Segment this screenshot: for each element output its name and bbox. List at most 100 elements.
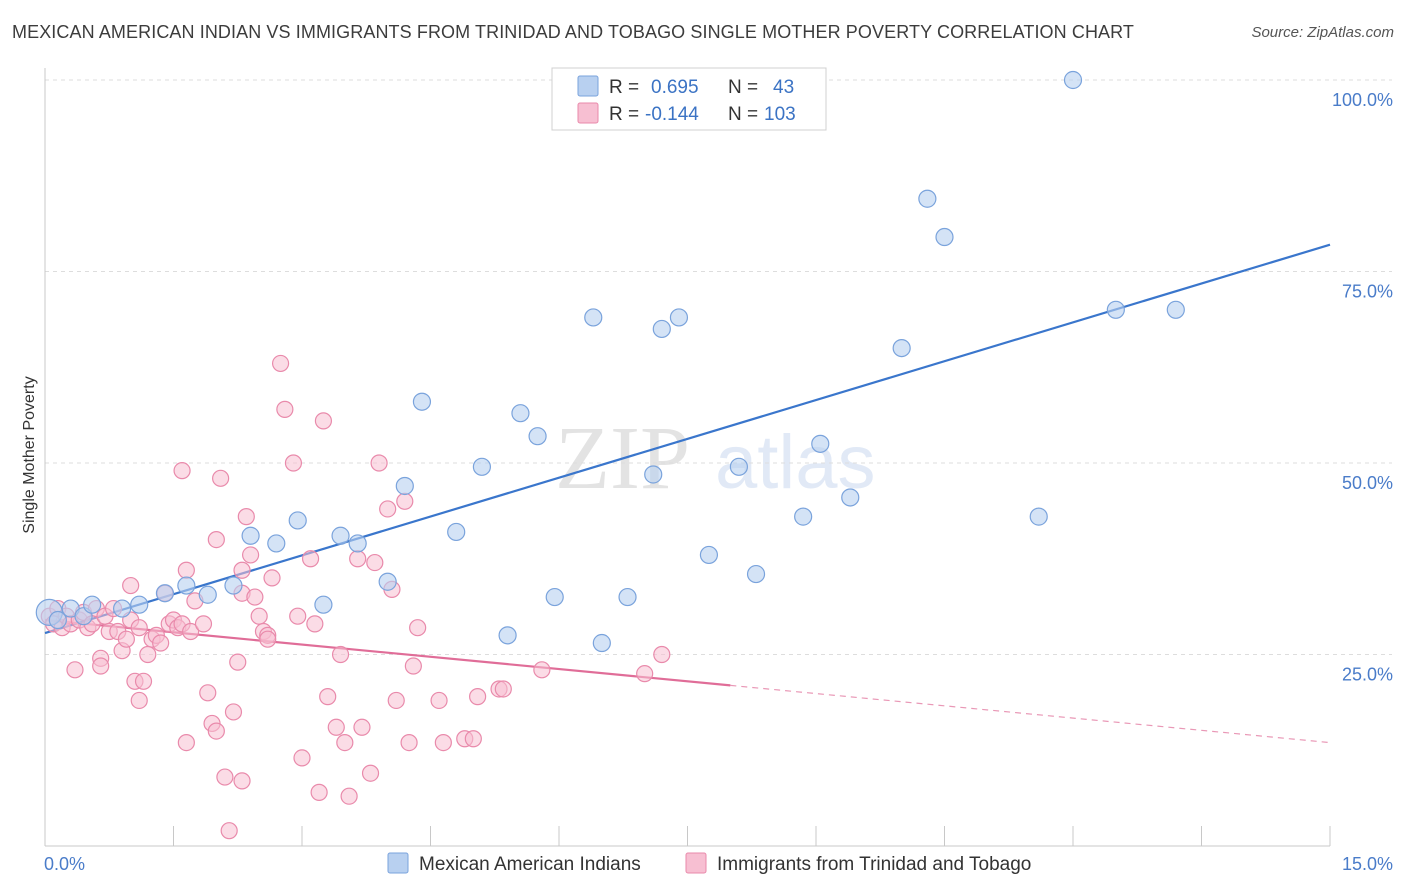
point-trinidad xyxy=(349,550,367,568)
point-trinidad xyxy=(469,688,487,706)
legend-r-label-1: R = xyxy=(609,77,639,98)
point-mexican xyxy=(498,626,517,645)
point-trinidad xyxy=(340,787,358,805)
y-tick-labels: 25.0% 50.0% 75.0% 100.0% xyxy=(1332,90,1393,685)
point-trinidad xyxy=(130,691,148,710)
bottom-legend-swatch-blue xyxy=(387,852,409,874)
point-mexican xyxy=(669,308,689,327)
point-trinidad xyxy=(396,492,414,510)
point-trinidad xyxy=(533,661,551,679)
point-trinidad xyxy=(233,772,251,790)
x-tick-label: 15.0% xyxy=(1342,854,1393,874)
point-trinidad xyxy=(233,561,251,579)
point-trinidad xyxy=(276,400,294,418)
point-trinidad xyxy=(66,661,84,679)
point-trinidad xyxy=(117,630,135,648)
point-mexican xyxy=(618,587,637,607)
point-mexican xyxy=(644,465,663,484)
point-mexican xyxy=(652,319,671,339)
point-mexican xyxy=(918,189,937,208)
axes xyxy=(44,68,1331,847)
point-mexican xyxy=(892,339,911,358)
legend-r-value-1: 0.695 xyxy=(651,77,699,98)
point-trinidad xyxy=(139,645,157,664)
y-tick-label: 25.0% xyxy=(1342,665,1393,685)
point-trinidad xyxy=(259,630,277,648)
point-mexican xyxy=(378,572,397,591)
point-mexican xyxy=(224,576,243,595)
point-trinidad xyxy=(336,733,354,752)
point-trinidad xyxy=(434,733,452,752)
point-trinidad xyxy=(134,672,153,690)
chart-title: MEXICAN AMERICAN INDIAN VS IMMIGRANTS FR… xyxy=(12,22,1135,42)
point-trinidad xyxy=(301,550,320,568)
source-label: Source: ZipAtlas.com xyxy=(1251,24,1394,41)
point-mexican xyxy=(331,526,350,545)
point-trinidad xyxy=(246,588,264,606)
bottom-legend: Mexican American Indians Immigrants from… xyxy=(387,852,1031,875)
point-trinidad xyxy=(387,691,405,710)
x-tick-label: 0.0% xyxy=(44,854,85,874)
point-trinidad xyxy=(379,500,397,518)
point-trinidad xyxy=(653,645,671,664)
point-trinidad xyxy=(494,680,512,698)
point-mexican xyxy=(314,595,333,614)
point-trinidad xyxy=(237,508,255,526)
legend-swatch-blue xyxy=(577,75,599,97)
point-trinidad xyxy=(327,718,345,736)
point-trinidad xyxy=(207,530,225,549)
point-mexican xyxy=(48,610,67,630)
y-tick-label: 75.0% xyxy=(1342,282,1393,302)
point-mexican xyxy=(584,308,603,327)
point-mexican xyxy=(112,599,132,618)
point-mexican xyxy=(511,404,530,423)
point-trinidad xyxy=(130,619,148,637)
point-trinidad xyxy=(194,615,213,633)
legend-swatch-pink xyxy=(577,102,599,124)
point-mexican xyxy=(412,392,432,411)
legend-n-value-1: 43 xyxy=(773,77,794,98)
point-trinidad xyxy=(400,733,418,752)
point-trinidad xyxy=(177,561,195,579)
point-trinidad xyxy=(404,657,422,675)
point-trinidad xyxy=(366,553,384,572)
point-trinidad xyxy=(173,462,191,480)
point-trinidad xyxy=(220,822,238,840)
point-mexican xyxy=(348,534,367,553)
point-trinidad xyxy=(409,619,427,637)
point-mexican xyxy=(267,534,286,553)
point-mexican xyxy=(1166,300,1185,319)
point-mexican xyxy=(395,476,414,496)
point-trinidad xyxy=(152,634,170,652)
legend-n-label-2: N = xyxy=(728,104,758,125)
point-trinidad xyxy=(310,783,328,801)
point-mexican xyxy=(288,511,307,530)
point-mexican xyxy=(699,545,719,565)
point-trinidad xyxy=(306,615,324,633)
point-mexican xyxy=(811,434,830,453)
point-trinidad xyxy=(199,684,217,702)
point-trinidad xyxy=(224,703,243,721)
point-trinidad xyxy=(353,718,371,736)
point-mexican xyxy=(198,585,217,604)
point-mexican xyxy=(1106,300,1125,319)
point-trinidad xyxy=(250,607,268,625)
point-mexican xyxy=(729,457,749,476)
point-mexican xyxy=(935,227,954,247)
point-mexican xyxy=(1063,70,1083,90)
point-trinidad xyxy=(92,657,110,675)
point-mexican xyxy=(83,595,102,614)
point-trinidad xyxy=(289,607,307,625)
point-trinidad xyxy=(271,354,290,373)
point-mexican xyxy=(794,507,813,526)
point-trinidad xyxy=(370,454,388,472)
bottom-legend-label-1: Mexican American Indians xyxy=(419,854,641,875)
point-trinidad xyxy=(229,653,247,671)
point-trinidad xyxy=(263,569,281,587)
point-mexican xyxy=(545,587,564,607)
series-mexican-points xyxy=(35,70,1185,653)
bottom-legend-swatch-pink xyxy=(685,852,707,874)
point-trinidad xyxy=(216,768,234,786)
legend-r-value-2: -0.144 xyxy=(645,104,699,125)
